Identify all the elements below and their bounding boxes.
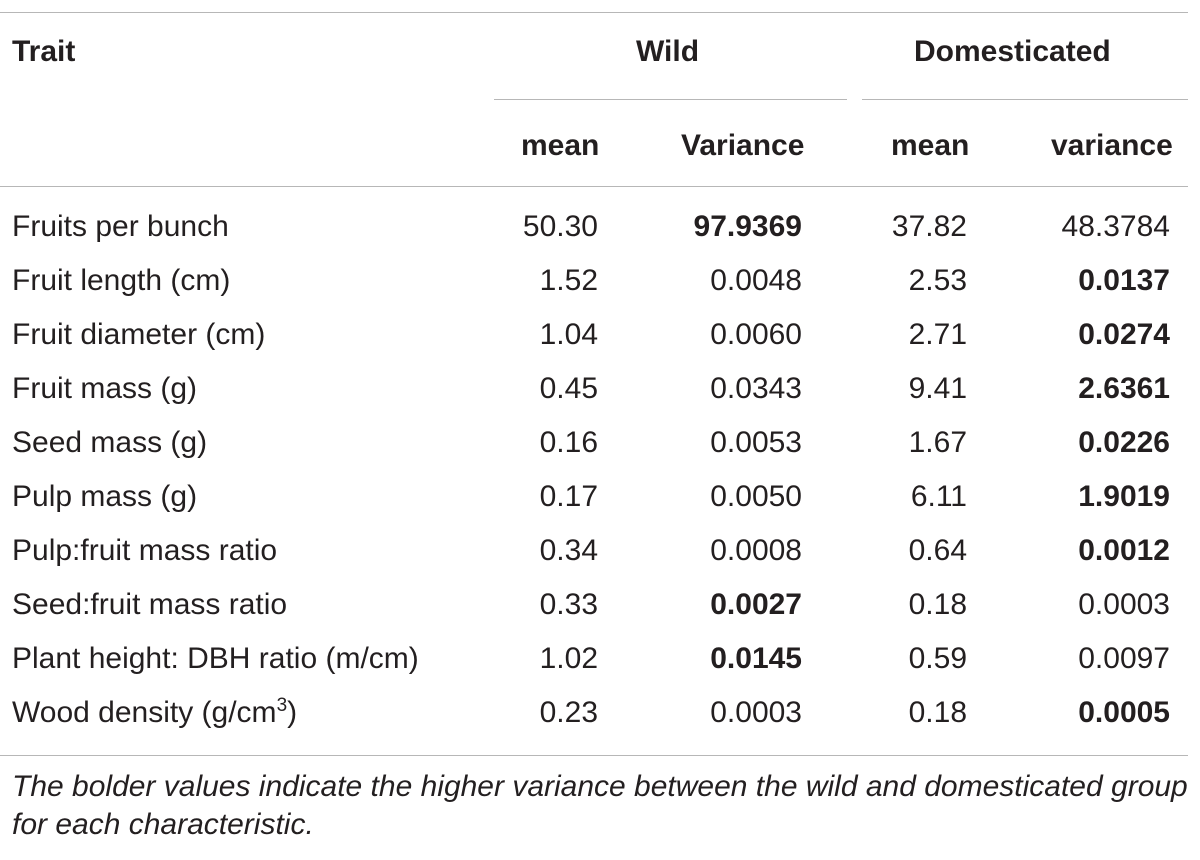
cell-wild-variance: 0.0003 <box>710 696 802 729</box>
header-wild: Wild <box>636 35 700 68</box>
cell-wild-variance: 0.0060 <box>710 318 802 351</box>
cell-dom-variance: 48.3784 <box>1061 210 1170 243</box>
top-rule <box>0 12 1188 13</box>
cell-dom-variance: 0.0226 <box>1078 426 1170 459</box>
header-wild-variance: Variance <box>681 129 805 162</box>
cell-dom-variance: 0.0012 <box>1078 534 1170 567</box>
cell-dom-variance: 0.0003 <box>1078 588 1170 621</box>
header-dom-mean: mean <box>891 129 970 162</box>
header-bottom-rule <box>0 186 1188 187</box>
cell-wild-variance: 0.0048 <box>710 264 802 297</box>
cell-trait: Fruit mass (g) <box>12 372 198 405</box>
cell-dom-mean: 0.18 <box>908 696 967 729</box>
footnote: The bolder values indicate the higher va… <box>12 770 1188 841</box>
cell-trait: Seed:fruit mass ratio <box>12 588 288 621</box>
cell-dom-variance: 0.0274 <box>1078 318 1170 351</box>
cell-trait: Fruit diameter (cm) <box>12 318 266 351</box>
cell-trait: Fruit length (cm) <box>12 264 231 297</box>
bottom-rule <box>0 755 1188 756</box>
cell-dom-mean: 0.18 <box>908 588 967 621</box>
cell-wild-mean: 0.34 <box>539 534 598 567</box>
header-trait: Trait <box>12 35 76 68</box>
cell-dom-variance: 2.6361 <box>1078 372 1170 405</box>
cell-dom-mean: 1.67 <box>908 426 967 459</box>
cell-wild-variance: 0.0027 <box>710 588 802 621</box>
cell-dom-variance: 0.0005 <box>1078 696 1170 729</box>
cell-wild-variance: 0.0050 <box>710 480 802 513</box>
cell-trait: Fruits per bunch <box>12 210 229 243</box>
cell-dom-mean: 6.11 <box>910 480 967 513</box>
cell-wild-variance: 0.0145 <box>710 642 802 675</box>
cell-wild-variance: 97.9369 <box>693 210 802 243</box>
cell-wild-mean: 1.02 <box>539 642 598 675</box>
cell-dom-variance: 0.0137 <box>1078 264 1170 297</box>
cell-wild-variance: 0.0008 <box>710 534 802 567</box>
cell-dom-variance: 0.0097 <box>1078 642 1170 675</box>
cell-wild-variance: 0.0053 <box>710 426 802 459</box>
cell-wild-mean: 0.45 <box>539 372 598 405</box>
cell-trait: Wood density (g/cm3) <box>12 695 298 729</box>
cell-dom-mean: 0.64 <box>908 534 967 567</box>
cell-wild-mean: 50.30 <box>522 210 598 243</box>
cell-wild-mean: 1.04 <box>539 318 598 351</box>
cell-trait: Pulp mass (g) <box>12 480 198 513</box>
cell-wild-variance: 0.0343 <box>710 372 802 405</box>
domesticated-group-rule <box>862 99 1188 100</box>
cell-wild-mean: 0.23 <box>539 696 598 729</box>
cell-wild-mean: 1.52 <box>539 264 598 297</box>
cell-wild-mean: 0.17 <box>539 480 598 513</box>
header-dom-variance: variance <box>1051 129 1173 162</box>
wild-group-rule <box>494 99 847 100</box>
cell-dom-mean: 2.53 <box>908 264 967 297</box>
cell-trait: Plant height: DBH ratio (m/cm) <box>12 642 419 675</box>
header-domesticated: Domesticated <box>914 35 1111 68</box>
cell-dom-mean: 2.71 <box>908 318 967 351</box>
cell-trait: Seed mass (g) <box>12 426 208 459</box>
cell-wild-mean: 0.16 <box>539 426 598 459</box>
header-wild-mean: mean <box>521 129 600 162</box>
cell-wild-mean: 0.33 <box>539 588 598 621</box>
cell-dom-mean: 37.82 <box>891 210 967 243</box>
cell-dom-mean: 0.59 <box>908 642 967 675</box>
cell-dom-variance: 1.9019 <box>1078 480 1170 513</box>
cell-trait: Pulp:fruit mass ratio <box>12 534 278 567</box>
cell-dom-mean: 9.41 <box>908 372 967 405</box>
